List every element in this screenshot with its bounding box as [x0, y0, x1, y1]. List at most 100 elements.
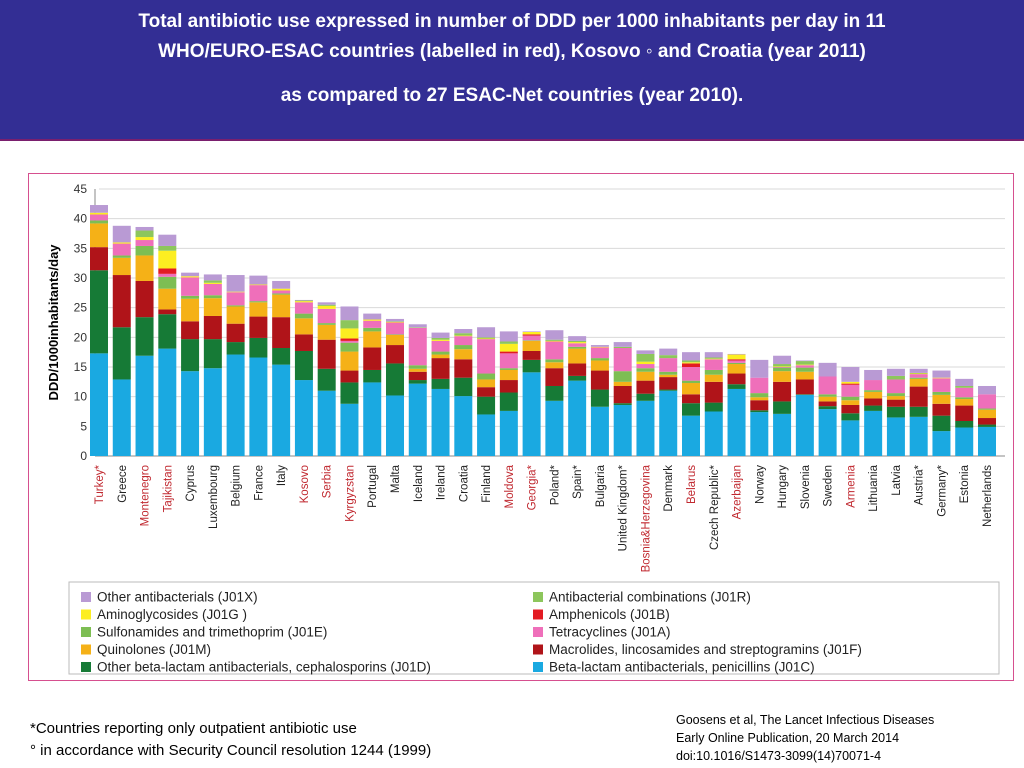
- bar-segment: [682, 380, 700, 384]
- bar-segment: [135, 230, 154, 238]
- bar-segment: [181, 321, 200, 340]
- bar-segment: [454, 333, 473, 336]
- bar-segment: [112, 327, 131, 380]
- bar-segment: [203, 283, 222, 296]
- bar-segment: [499, 392, 518, 411]
- bar-segment: [454, 396, 473, 456]
- bar-segment: [431, 388, 450, 456]
- bar-segment: [135, 280, 154, 318]
- bar-segment: [272, 364, 291, 456]
- bar-segment: [340, 340, 359, 343]
- bar-segment: [886, 417, 905, 456]
- bar-segment: [727, 354, 746, 360]
- bar-segment: [477, 414, 496, 456]
- bar-segment: [249, 301, 268, 303]
- bar-segment: [932, 394, 951, 404]
- bar-segment: [545, 400, 564, 456]
- x-tick-label: Bulgaria: [595, 464, 607, 507]
- bar-segment: [181, 339, 200, 372]
- x-tick-label: France: [253, 465, 265, 501]
- bar-segment: [955, 399, 974, 406]
- y-tick-label: 10: [74, 390, 88, 404]
- bar-segment: [135, 226, 154, 231]
- x-tick-label: Austria*: [914, 464, 926, 505]
- bar-segment: [249, 316, 268, 338]
- bar-segment: [545, 340, 564, 342]
- bar-segment: [568, 375, 587, 381]
- x-tick-label: Georgia*: [527, 464, 539, 510]
- bar-segment: [818, 376, 837, 395]
- x-tick-label: Luxembourg: [208, 465, 220, 529]
- bar-segment: [90, 247, 108, 271]
- bar-segment: [636, 368, 655, 372]
- bar-segment: [431, 339, 450, 341]
- x-tick-label: Azerbaijan: [732, 465, 744, 519]
- title-line-1: Total antibiotic use expressed in number…: [138, 11, 886, 32]
- bar-segment: [636, 400, 655, 456]
- y-tick-label: 35: [74, 241, 88, 255]
- bar-segment: [773, 381, 792, 402]
- bar-segment: [226, 354, 245, 456]
- bar-segment: [90, 353, 108, 456]
- bar-segment: [226, 306, 245, 324]
- bar-segment: [431, 332, 450, 338]
- bar-segment: [864, 410, 883, 456]
- bar-segment: [659, 390, 678, 456]
- x-tick-label: Iceland: [413, 465, 425, 502]
- x-tick-label: Ireland: [436, 465, 448, 500]
- bar-segment: [499, 368, 518, 370]
- bar-segment: [613, 371, 632, 382]
- bar-segment: [636, 393, 655, 401]
- bar-segment: [294, 302, 313, 314]
- bar-segment: [909, 374, 928, 378]
- bar-segment: [90, 220, 108, 224]
- bar-segment: [454, 336, 473, 346]
- bar-segment: [659, 389, 678, 391]
- legend-swatch: [533, 627, 543, 637]
- x-tick-label: Croatia: [458, 464, 470, 502]
- bar-segment: [818, 394, 837, 397]
- bar-segment: [363, 382, 382, 456]
- citation-line-1: Goosens et al, The Lancet Infectious Dis…: [676, 713, 935, 727]
- bar-segment: [932, 415, 951, 432]
- bar-segment: [203, 339, 222, 369]
- legend-label: Aminoglycosides (J01G ): [97, 607, 247, 622]
- x-tick-label: Sweden: [823, 465, 835, 507]
- bar-segment: [90, 212, 108, 215]
- bar-segment: [477, 327, 496, 338]
- bar-segment: [773, 355, 792, 365]
- x-tick-label: Portugal: [367, 465, 379, 508]
- bar-segment: [294, 380, 313, 456]
- bar-segment: [750, 412, 769, 456]
- bar-segment: [90, 205, 108, 213]
- bar-segment: [112, 255, 131, 258]
- bar-segment: [864, 390, 883, 392]
- bar-segment: [932, 370, 951, 378]
- bar-segment: [818, 362, 837, 377]
- bar-segment: [90, 270, 108, 354]
- bar-segment: [545, 368, 564, 386]
- bar-segment: [545, 330, 564, 340]
- bar-segment: [682, 394, 700, 404]
- stacked-bar-chart: 0 5 10 15 20 25 30 35 40 45 DDD/1000inhabitants/da…: [46, 182, 1005, 675]
- bar-segment: [704, 359, 723, 370]
- bar-segment: [750, 397, 769, 401]
- x-tick-label: Slovenia: [800, 464, 812, 509]
- bar-segment: [522, 350, 541, 360]
- bar-segment: [386, 321, 404, 323]
- bar-segment: [226, 292, 245, 306]
- bar-segment: [909, 406, 928, 417]
- bar-segment: [568, 380, 587, 456]
- bar-segment: [386, 318, 404, 322]
- bar-segment: [249, 285, 268, 302]
- bar-segment: [636, 361, 655, 365]
- bar-segment: [727, 360, 746, 363]
- bar-segment: [112, 257, 131, 276]
- bar-segment: [590, 360, 609, 371]
- bar-segment: [226, 305, 245, 307]
- bar-segment: [499, 351, 518, 354]
- bar-segment: [340, 382, 359, 404]
- bar-segment: [773, 367, 792, 368]
- bar-segment: [340, 403, 359, 456]
- bar-segment: [272, 280, 291, 289]
